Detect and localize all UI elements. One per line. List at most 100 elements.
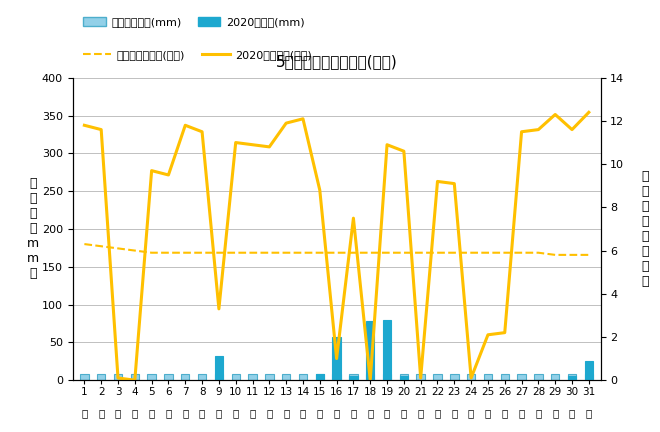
- Text: 日: 日: [502, 408, 508, 418]
- 2020日照時間(時間): [333, 356, 341, 361]
- 2020日照時間(時間): [164, 172, 172, 178]
- Line: 日照時間平年値(時間): 日照時間平年値(時間): [84, 244, 589, 255]
- Bar: [366, 321, 374, 380]
- 日照時間平年値(時間): [316, 250, 324, 255]
- Text: 日: 日: [384, 408, 390, 418]
- 2020日照時間(時間): [450, 181, 458, 186]
- Bar: [315, 374, 324, 380]
- Text: 日: 日: [468, 408, 475, 418]
- Bar: [265, 374, 273, 380]
- Bar: [467, 374, 475, 380]
- 日照時間平年値(時間): [484, 250, 492, 255]
- Bar: [333, 374, 341, 380]
- Bar: [147, 374, 156, 380]
- Bar: [585, 361, 593, 380]
- 2020日照時間(時間): [434, 179, 442, 184]
- 2020日照時間(時間): [467, 375, 475, 381]
- Text: 日: 日: [418, 408, 424, 418]
- Text: 日: 日: [199, 408, 205, 418]
- 2020日照時間(時間): [97, 127, 105, 132]
- 日照時間平年値(時間): [535, 250, 543, 255]
- Bar: [248, 374, 257, 380]
- 2020日照時間(時間): [383, 142, 391, 147]
- 2020日照時間(時間): [232, 140, 240, 145]
- Bar: [534, 374, 543, 380]
- Bar: [500, 374, 509, 380]
- 日照時間平年値(時間): [585, 252, 593, 257]
- Bar: [232, 374, 240, 380]
- Bar: [198, 374, 207, 380]
- 日照時間平年値(時間): [434, 250, 442, 255]
- Bar: [383, 374, 391, 380]
- 2020日照時間(時間): [316, 187, 324, 193]
- Bar: [97, 374, 106, 380]
- Text: 日: 日: [317, 408, 323, 418]
- 日照時間平年値(時間): [265, 250, 273, 255]
- Text: 日: 日: [266, 408, 273, 418]
- Bar: [551, 374, 560, 380]
- 2020日照時間(時間): [215, 306, 223, 311]
- Bar: [349, 376, 358, 380]
- Bar: [517, 374, 526, 380]
- Text: 日: 日: [165, 408, 172, 418]
- 2020日照時間(時間): [182, 123, 189, 128]
- 2020日照時間(時間): [484, 332, 492, 337]
- Text: 日: 日: [401, 408, 407, 418]
- Text: 日: 日: [249, 408, 255, 418]
- 日照時間平年値(時間): [568, 252, 576, 257]
- 日照時間平年値(時間): [333, 250, 341, 255]
- Bar: [433, 374, 442, 380]
- Line: 2020日照時間(時間): 2020日照時間(時間): [84, 112, 589, 380]
- Bar: [114, 374, 122, 380]
- Text: 日: 日: [569, 408, 575, 418]
- Bar: [383, 320, 391, 380]
- 日照時間平年値(時間): [249, 250, 257, 255]
- 日照時間平年値(時間): [198, 250, 206, 255]
- Bar: [181, 374, 189, 380]
- Bar: [400, 374, 408, 380]
- Bar: [349, 374, 358, 380]
- 2020日照時間(時間): [282, 121, 290, 126]
- Text: 日: 日: [552, 408, 558, 418]
- Bar: [568, 374, 576, 380]
- Text: 日: 日: [585, 408, 592, 418]
- Text: 日: 日: [519, 408, 525, 418]
- Bar: [214, 356, 223, 380]
- 2020日照時間(時間): [265, 144, 273, 149]
- 2020日照時間(時間): [517, 129, 525, 134]
- Text: 日: 日: [98, 408, 104, 418]
- 日照時間平年値(時間): [182, 250, 189, 255]
- 2020日照時間(時間): [249, 142, 257, 147]
- Bar: [585, 374, 593, 380]
- Text: 日: 日: [535, 408, 541, 418]
- 日照時間平年値(時間): [114, 246, 122, 251]
- Text: 日: 日: [333, 408, 340, 418]
- Bar: [416, 374, 425, 380]
- Text: 日: 日: [182, 408, 188, 418]
- 日照時間平年値(時間): [416, 250, 424, 255]
- Bar: [333, 337, 341, 380]
- 日照時間平年値(時間): [517, 250, 525, 255]
- 2020日照時間(時間): [148, 168, 156, 173]
- Y-axis label: 降
水
量
（
m
m
）: 降 水 量 （ m m ）: [27, 178, 39, 280]
- Text: 日: 日: [485, 408, 491, 418]
- 日照時間平年値(時間): [299, 250, 307, 255]
- Bar: [214, 374, 223, 380]
- Bar: [450, 374, 459, 380]
- 2020日照時間(時間): [551, 112, 559, 117]
- Text: 日: 日: [283, 408, 289, 418]
- Bar: [568, 376, 576, 380]
- 2020日照時間(時間): [81, 123, 88, 128]
- Text: 日: 日: [451, 408, 457, 418]
- 日照時間平年値(時間): [450, 250, 458, 255]
- 日照時間平年値(時間): [164, 250, 172, 255]
- 日照時間平年値(時間): [215, 250, 223, 255]
- Text: 日: 日: [232, 408, 239, 418]
- Bar: [400, 376, 408, 380]
- 2020日照時間(時間): [299, 116, 307, 121]
- 日照時間平年値(時間): [551, 252, 559, 257]
- 2020日照時間(時間): [568, 127, 576, 132]
- Legend: 日照時間平年値(時間), 2020日照時間(時間): 日照時間平年値(時間), 2020日照時間(時間): [83, 50, 312, 60]
- Text: 日: 日: [132, 408, 138, 418]
- 2020日照時間(時間): [366, 378, 374, 383]
